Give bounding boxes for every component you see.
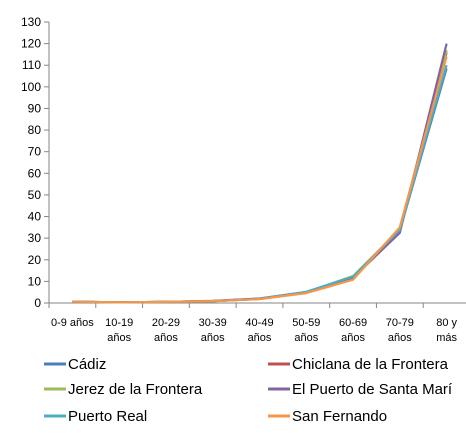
y-tick-label: 10 [28, 274, 42, 288]
y-tick-label: 70 [28, 145, 42, 159]
y-tick-label: 20 [28, 253, 42, 267]
x-tick-label-line: 20-29 [152, 317, 180, 329]
series-line-puerto-real [72, 64, 448, 304]
legend-label: El Puerto de Santa Marí [292, 381, 453, 398]
axes: 0 10 20 30 40 50 60 70 80 90 100 110 120 130 0-9 años 1… [21, 15, 466, 344]
series-line-el-puerto-de-santa-mar- [72, 43, 448, 304]
x-tick-label-line: 30-39 [199, 317, 227, 329]
y-tick-label: 120 [21, 37, 41, 51]
series-line-san-fernando [72, 56, 448, 304]
x-tick-label-line: más [436, 332, 457, 344]
y-tick-label: 50 [28, 188, 42, 202]
y-tick-label: 100 [21, 80, 41, 94]
y-tick-label: 60 [28, 166, 42, 180]
x-tick-label: 20-29 años [152, 317, 180, 344]
x-tick-label-line: 10-19 [105, 317, 133, 329]
x-tick-label-line: 70-79 [386, 317, 414, 329]
y-tick-label: 0 [34, 296, 41, 310]
series-lines [72, 43, 448, 304]
x-tick-label-line: años [154, 332, 178, 344]
x-tick-label-line: años [294, 332, 318, 344]
x-tick-label: 10-19 años [105, 317, 133, 344]
legend-label: Jerez de la Frontera [68, 381, 203, 398]
y-tick-label: 110 [22, 58, 41, 72]
x-tick-label-line: 40-49 [245, 317, 273, 329]
x-tick-label: 50-59 años [292, 317, 320, 344]
x-tick-label: 70-79 años [386, 317, 414, 344]
x-tick-label-line: años [248, 332, 272, 344]
x-tick-label-line: 80 y [436, 317, 457, 329]
legend-label: Chiclana de la Frontera [292, 356, 449, 373]
x-tick-label: 40-49 años [245, 317, 273, 344]
x-tick-label-line: 50-59 [292, 317, 320, 329]
x-tick-label: 30-39 años [199, 317, 227, 344]
x-tick-label-line: 0-9 años [51, 317, 94, 329]
x-tick-label-line: años [107, 332, 131, 344]
legend-label: Puerto Real [68, 408, 147, 425]
series-line-chiclana-de-la-frontera [72, 52, 448, 304]
x-tick-label-line: años [341, 332, 365, 344]
series-line-c-diz [72, 68, 448, 304]
x-tick-label: 80 y más [436, 317, 457, 344]
x-tick-label-line: 60-69 [339, 317, 367, 329]
y-tick-label: 80 [28, 123, 42, 137]
x-tick-label-line: años [201, 332, 225, 344]
x-tick-label-line: años [388, 332, 412, 344]
legend-label: San Fernando [292, 408, 387, 425]
legend: Cádiz Chiclana de la Frontera Jerez de la … [44, 356, 453, 425]
y-tick-label: 130 [21, 15, 41, 29]
x-tick-label: 0-9 años [51, 317, 94, 329]
legend-label: Cádiz [68, 356, 106, 373]
y-tick-label: 40 [28, 210, 42, 224]
y-tick-label: 90 [28, 101, 42, 115]
y-tick-label: 30 [28, 231, 42, 245]
series-line-jerez-de-la-frontera [72, 49, 448, 304]
x-tick-label: 60-69 años [339, 317, 367, 344]
